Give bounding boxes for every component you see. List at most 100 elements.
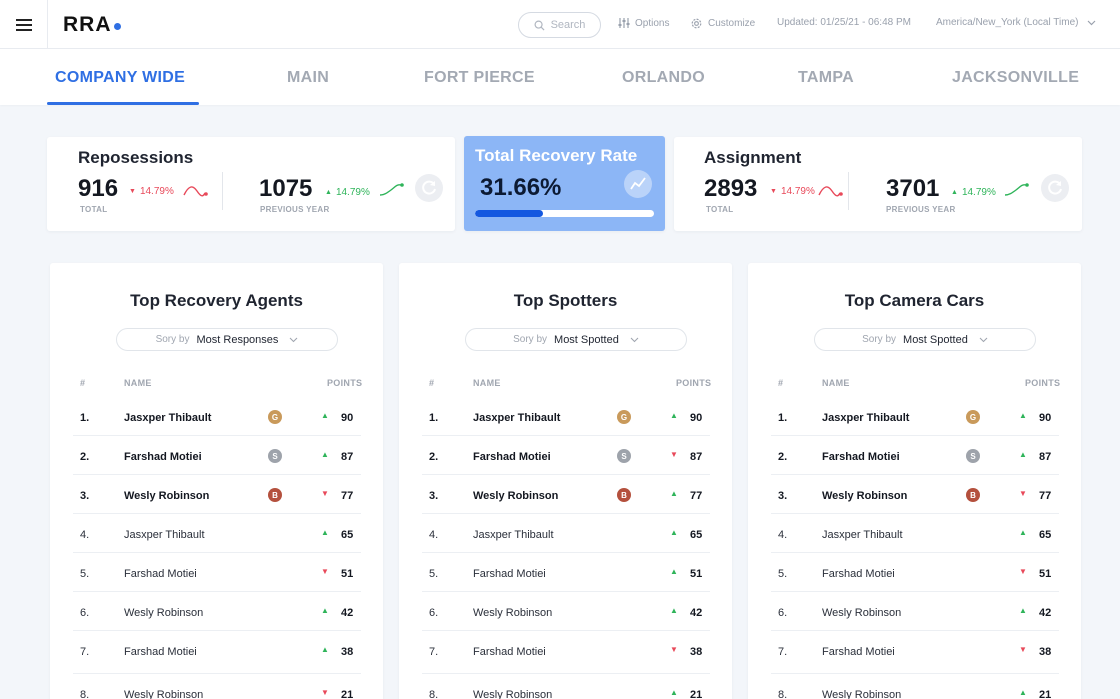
medal-badge-icon: S — [617, 449, 631, 463]
trend-up-icon: ▲ — [670, 606, 678, 615]
leaderboard-row[interactable]: 3. Wesly Robinson B ▼ 77 — [771, 475, 1059, 514]
recovery-rate-title: Total Recovery Rate — [475, 146, 638, 165]
leaderboard-row[interactable]: 3. Wesly Robinson B ▼ 77 — [73, 475, 361, 514]
trend-down-icon: ▼ — [670, 450, 678, 459]
trend-down-icon: ▼ — [321, 567, 329, 576]
assignment-previous: 3701 — [886, 175, 940, 202]
person-name: Jasxper Thibault — [124, 529, 205, 541]
leaderboard-row[interactable]: 5. Farshad Motiei ▼ 51 — [73, 553, 361, 592]
leaderboard-row[interactable]: 5. Farshad Motiei ▲ 51 — [422, 553, 710, 592]
chevron-down-icon — [979, 337, 988, 342]
leaderboard-row[interactable]: 1. Jasxper Thibault G ▲ 90 — [771, 397, 1059, 436]
trend-up-icon: ▲ — [1019, 688, 1027, 697]
leaderboard-row[interactable]: 6. Wesly Robinson ▲ 42 — [73, 592, 361, 631]
person-name: Farshad Motiei — [124, 568, 197, 580]
rank: 1. — [80, 412, 90, 424]
points: 21 — [341, 689, 354, 699]
trend-up-icon: ▲ — [670, 489, 678, 498]
leaderboard-row[interactable]: 5. Farshad Motiei ▼ 51 — [771, 553, 1059, 592]
trend-down-icon: ▼ — [1019, 489, 1027, 498]
updated-timestamp: Updated: 01/25/21 - 06:48 PM — [777, 17, 911, 28]
chevron-down-icon — [630, 337, 639, 342]
trend-up-icon: ▲ — [321, 645, 329, 654]
sort-by-value: Most Responses — [196, 333, 279, 346]
sliders-icon — [618, 18, 630, 28]
trend-up-icon: ▲ — [1019, 606, 1027, 615]
top-camera-cars-panel: Top Camera Cars Sory by Most Spotted # NA… — [748, 263, 1081, 699]
leaderboard-row[interactable]: 1. Jasxper Thibault G ▲ 90 — [422, 397, 710, 436]
column-header-name: NAME — [124, 378, 152, 388]
leaderboard-row[interactable]: 7. Farshad Motiei ▼ 38 — [422, 631, 710, 674]
trend-down-icon: ▼ — [770, 188, 777, 195]
leaderboard-list: 1. Jasxper Thibault G ▲ 90 2. Farshad Moti… — [771, 397, 1059, 699]
assignment-card: Assignment 2893 TOTAL ▼ 14.79% 3701 PREVI… — [674, 137, 1082, 231]
refresh-icon[interactable] — [1041, 174, 1069, 202]
assignment-total-label: TOTAL — [706, 205, 734, 214]
timezone-label: America/New_York (Local Time) — [936, 17, 1079, 28]
medal-badge-icon: B — [617, 488, 631, 502]
repossessions-total-label: TOTAL — [80, 205, 108, 214]
leaderboard-row[interactable]: 2. Farshad Motiei S ▼ 87 — [422, 436, 710, 475]
recovery-progress-fill — [475, 210, 544, 217]
leaderboard-row[interactable]: 4. Jasxper Thibault ▲ 65 — [771, 514, 1059, 553]
tab-orlando[interactable]: ORLANDO — [622, 69, 705, 86]
leaderboard-row[interactable]: 7. Farshad Motiei ▲ 38 — [73, 631, 361, 674]
refresh-icon[interactable] — [415, 174, 443, 202]
sort-by-select[interactable]: Sory by Most Spotted — [814, 328, 1036, 351]
leaderboard-row[interactable]: 8. Wesly Robinson ▲ 21 — [771, 674, 1059, 699]
tab-main[interactable]: MAIN — [287, 69, 330, 86]
search-input[interactable]: Search — [518, 12, 601, 38]
chevron-down-icon — [1088, 20, 1096, 25]
sort-by-select[interactable]: Sory by Most Responses — [116, 328, 338, 351]
leaderboard-row[interactable]: 4. Jasxper Thibault ▲ 65 — [73, 514, 361, 553]
leaderboard-row[interactable]: 8. Wesly Robinson ▼ 21 — [73, 674, 361, 699]
tab-fort-pierce[interactable]: FORT PIERCE — [424, 69, 535, 86]
person-name: Wesly Robinson — [124, 607, 204, 619]
options-label: Options — [635, 17, 670, 29]
points: 42 — [1039, 607, 1052, 619]
options-button[interactable]: Options — [618, 17, 669, 29]
leaderboard-row[interactable]: 2. Farshad Motiei S ▲ 87 — [771, 436, 1059, 475]
top-bar: RRA Search Options Customize Updated: 01… — [0, 0, 1120, 49]
rank: 3. — [80, 490, 90, 502]
leaderboard-row[interactable]: 4. Jasxper Thibault ▲ 65 — [422, 514, 710, 553]
trend-up-icon: ▲ — [321, 450, 329, 459]
gear-icon — [691, 18, 702, 29]
trend-up-icon: ▲ — [1019, 411, 1027, 420]
sort-by-select[interactable]: Sory by Most Spotted — [465, 328, 687, 351]
rank: 5. — [80, 568, 90, 580]
sparkline-down-icon — [183, 186, 208, 197]
rank: 7. — [429, 646, 439, 658]
repossessions-total: 916 — [78, 175, 119, 202]
points: 51 — [341, 568, 354, 580]
hamburger-menu-icon[interactable] — [0, 0, 48, 49]
logo[interactable]: RRA — [63, 13, 121, 37]
rank: 4. — [429, 529, 439, 541]
repossessions-previous: 1075 — [259, 175, 313, 202]
person-name: Farshad Motiei — [473, 451, 551, 463]
leaderboard-row[interactable]: 8. Wesly Robinson ▲ 21 — [422, 674, 710, 699]
person-name: Farshad Motiei — [124, 646, 197, 658]
rank: 6. — [429, 607, 439, 619]
leaderboard-row[interactable]: 7. Farshad Motiei ▼ 38 — [771, 631, 1059, 674]
leaderboard-row[interactable]: 2. Farshad Motiei S ▲ 87 — [73, 436, 361, 475]
points: 65 — [690, 529, 703, 541]
points: 51 — [1039, 568, 1052, 580]
timezone-select[interactable]: America/New_York (Local Time) — [936, 17, 1096, 28]
person-name: Farshad Motiei — [822, 568, 895, 580]
tab-tampa[interactable]: TAMPA — [798, 69, 855, 86]
rank: 3. — [429, 490, 439, 502]
points: 51 — [690, 568, 703, 580]
leaderboard-row[interactable]: 3. Wesly Robinson B ▲ 77 — [422, 475, 710, 514]
leaderboard-row[interactable]: 6. Wesly Robinson ▲ 42 — [771, 592, 1059, 631]
leaderboard-row[interactable]: 1. Jasxper Thibault G ▲ 90 — [73, 397, 361, 436]
tab-company-wide[interactable]: COMPANY WIDE — [55, 69, 186, 86]
leaderboard-row[interactable]: 6. Wesly Robinson ▲ 42 — [422, 592, 710, 631]
tab-jacksonville[interactable]: JACKSONVILLE — [952, 69, 1080, 86]
panel-title: Top Recovery Agents — [130, 291, 303, 310]
rank: 7. — [778, 646, 788, 658]
medal-badge-icon: S — [966, 449, 980, 463]
customize-button[interactable]: Customize — [690, 17, 755, 30]
location-tabs: COMPANY WIDE MAIN FORT PIERCE ORLANDO TA… — [0, 49, 1120, 105]
top-spotters-panel: Top Spotters Sory by Most Spotted # NAME P… — [399, 263, 732, 699]
